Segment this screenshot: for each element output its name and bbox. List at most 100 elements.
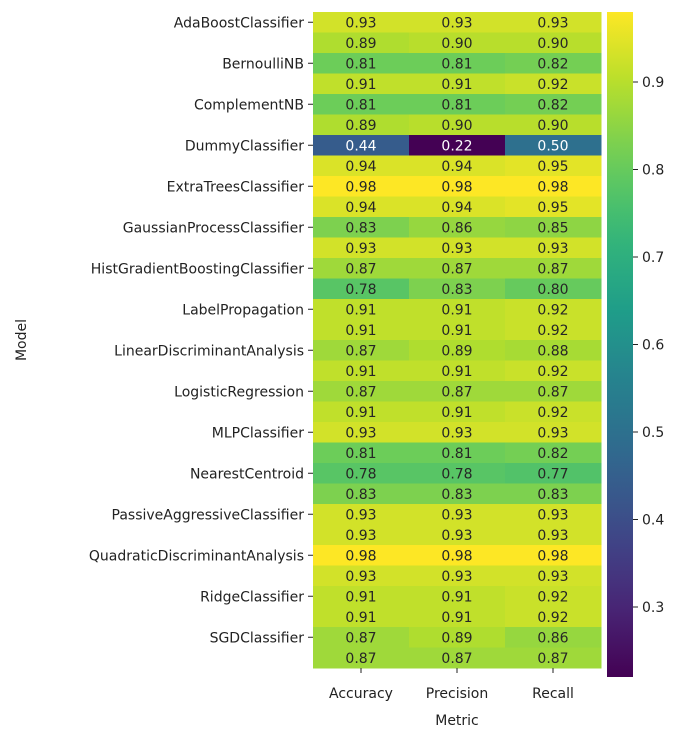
cell-value-label: 0.87 [345, 343, 376, 359]
cell-value-label: 0.87 [537, 384, 568, 400]
y-tick-label: DummyClassifier [185, 138, 304, 154]
heatmap-cell [313, 319, 410, 341]
heatmap-cell [409, 217, 506, 238]
heatmap-cell [409, 135, 506, 156]
cell-value-label: 0.83 [345, 487, 376, 503]
cell-value-label: 0.87 [441, 261, 472, 277]
cell-value-label: 0.98 [441, 548, 472, 564]
cell-value-label: 0.78 [441, 466, 472, 482]
heatmap-cell [409, 73, 506, 95]
cell-value-label: 0.89 [441, 343, 472, 359]
heatmap-cell [505, 340, 602, 361]
cell-value-label: 0.93 [441, 15, 472, 31]
heatmap-cell [313, 135, 410, 156]
heatmap-cell [409, 155, 506, 177]
cell-value-label: 0.83 [441, 282, 472, 298]
cell-value-label: 0.89 [441, 630, 472, 646]
y-tick-label: LabelPropagation [182, 302, 304, 318]
cell-value-label: 0.87 [441, 651, 472, 667]
cell-value-label: 0.91 [345, 405, 376, 421]
cell-value-label: 0.85 [537, 220, 568, 236]
cell-value-label: 0.98 [345, 548, 376, 564]
heatmap-cell [505, 545, 602, 566]
cell-value-label: 0.93 [441, 569, 472, 585]
y-tick-label: LogisticRegression [174, 384, 304, 400]
heatmap-cell [409, 12, 506, 33]
cell-value-label: 0.81 [441, 97, 472, 113]
heatmap-cell [409, 442, 506, 464]
cell-value-label: 0.22 [441, 138, 472, 154]
heatmap-cell [505, 627, 602, 648]
cell-value-label: 0.81 [345, 97, 376, 113]
cell-value-label: 0.91 [345, 77, 376, 93]
cell-value-label: 0.93 [441, 425, 472, 441]
heatmap-cell [313, 299, 410, 320]
colorbar-tick-label: 0.3 [642, 600, 664, 616]
cell-value-label: 0.87 [345, 630, 376, 646]
heatmap-cell [409, 504, 506, 525]
heatmap-cell [505, 463, 602, 484]
cell-value-label: 0.86 [441, 220, 472, 236]
heatmap-cell [505, 53, 602, 74]
y-tick-label: LinearDiscriminantAnalysis [114, 343, 304, 359]
heatmap-cell [409, 463, 506, 484]
heatmap-cell [505, 32, 602, 54]
heatmap-cell [409, 237, 506, 259]
heatmap-cell [505, 135, 602, 156]
cell-value-label: 0.92 [537, 302, 568, 318]
cell-value-label: 0.93 [345, 15, 376, 31]
cell-value-label: 0.87 [441, 384, 472, 400]
heatmap-cell [313, 12, 410, 33]
heatmap-cell [409, 586, 506, 607]
cell-value-label: 0.88 [537, 343, 568, 359]
cell-value-label: 0.93 [345, 425, 376, 441]
cell-value-label: 0.44 [345, 138, 376, 154]
cell-value-label: 0.50 [537, 138, 568, 154]
heatmap-cell [409, 319, 506, 341]
heatmap-cell [505, 217, 602, 238]
cell-value-label: 0.91 [441, 364, 472, 380]
y-tick-label: QuadraticDiscriminantAnalysis [89, 548, 304, 564]
cell-value-label: 0.91 [345, 589, 376, 605]
heatmap-cell [313, 504, 410, 525]
cell-value-label: 0.95 [537, 159, 568, 175]
cell-value-label: 0.83 [345, 220, 376, 236]
heatmap-cell [505, 483, 602, 505]
heatmap-cell [313, 483, 410, 505]
cell-value-label: 0.91 [441, 323, 472, 339]
cell-value-label: 0.93 [537, 15, 568, 31]
heatmap-cell [313, 53, 410, 74]
cell-value-label: 0.98 [441, 179, 472, 195]
cell-value-label: 0.82 [537, 56, 568, 72]
heatmap-cell [505, 12, 602, 33]
heatmap-cell [313, 278, 410, 300]
heatmap-cell [505, 360, 602, 382]
colorbar-tick-label: 0.8 [642, 163, 664, 179]
cell-value-label: 0.78 [345, 466, 376, 482]
cell-value-label: 0.93 [441, 241, 472, 257]
heatmap-cell [409, 401, 506, 423]
heatmap-cell [409, 258, 506, 279]
heatmap-cell [313, 360, 410, 382]
heatmap-cell [313, 258, 410, 279]
heatmap-cell [505, 422, 602, 443]
heatmap-cell [409, 299, 506, 320]
cell-value-label: 0.98 [537, 179, 568, 195]
colorbar-tick-label: 0.4 [642, 513, 664, 529]
y-tick-label: ComplementNB [194, 97, 304, 113]
heatmap-cell [313, 524, 410, 546]
cell-value-label: 0.91 [345, 610, 376, 626]
heatmap-cells [313, 12, 602, 669]
cell-value-label: 0.91 [441, 302, 472, 318]
heatmap-cell [409, 545, 506, 566]
cell-value-label: 0.92 [537, 323, 568, 339]
cell-value-label: 0.87 [537, 261, 568, 277]
cell-value-label: 0.93 [537, 569, 568, 585]
cell-value-label: 0.93 [441, 507, 472, 523]
cell-value-label: 0.93 [537, 425, 568, 441]
heatmap-cell [409, 422, 506, 443]
cell-value-label: 0.93 [345, 241, 376, 257]
heatmap-cell [505, 176, 602, 197]
heatmap-cell [505, 401, 602, 423]
